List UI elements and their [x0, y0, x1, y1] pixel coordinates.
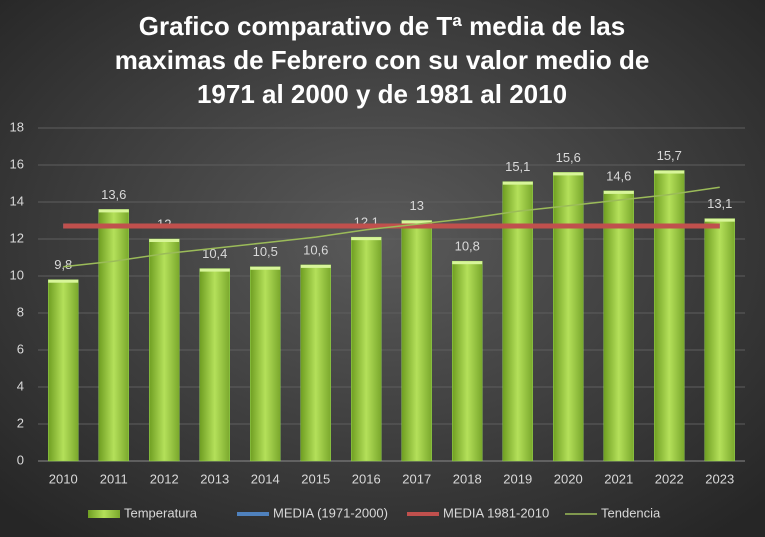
- data-label: 9,8: [54, 257, 72, 272]
- bar: [654, 170, 685, 462]
- bar: [98, 209, 129, 462]
- bar-top: [199, 268, 230, 272]
- bar: [48, 279, 79, 462]
- legend-label: MEDIA 1981-2010: [443, 505, 549, 520]
- chart-title: maximas de Febrero con su valor medio de: [115, 45, 650, 75]
- data-label: 13: [410, 198, 424, 213]
- bar: [300, 264, 331, 462]
- bar-top: [452, 261, 483, 265]
- data-label: 10,4: [202, 246, 227, 261]
- legend-label: Tendencia: [601, 505, 661, 520]
- x-tick-label: 2016: [352, 471, 381, 486]
- bar-top: [48, 279, 79, 283]
- bar: [452, 260, 483, 462]
- bar-top: [654, 170, 685, 174]
- x-tick-label: 2019: [503, 471, 532, 486]
- bar-top: [149, 239, 180, 242]
- bar: [199, 268, 230, 462]
- x-tick-label: 2022: [655, 471, 684, 486]
- x-tick-label: 2020: [554, 471, 583, 486]
- data-label: 15,6: [556, 150, 581, 165]
- bar-top: [502, 181, 533, 185]
- y-tick-label: 0: [17, 452, 24, 467]
- x-tick-label: 2014: [251, 471, 280, 486]
- bar-top: [300, 264, 331, 268]
- data-label: 15,1: [505, 159, 530, 174]
- data-label: 13,6: [101, 187, 126, 202]
- data-label: 15,7: [657, 148, 682, 163]
- legend-swatch: [88, 510, 120, 518]
- x-tick-label: 2013: [200, 471, 229, 486]
- bar-top: [351, 237, 382, 241]
- bar: [704, 218, 735, 462]
- x-tick-label: 2021: [604, 471, 633, 486]
- series-line: [63, 186, 720, 268]
- chart-title: 1971 al 2000 y de 1981 al 2010: [197, 79, 567, 109]
- data-label: 13,1: [707, 196, 732, 211]
- legend-label: MEDIA (1971-2000): [273, 505, 388, 520]
- bar-top: [250, 266, 281, 270]
- x-tick-label: 2017: [402, 471, 431, 486]
- bar: [250, 266, 281, 462]
- bar-top: [704, 218, 735, 222]
- bar-top: [401, 220, 432, 224]
- y-tick-label: 2: [17, 415, 24, 430]
- data-label: 10,6: [303, 242, 328, 257]
- y-tick-label: 12: [10, 230, 24, 245]
- bar-top: [553, 172, 584, 176]
- y-tick-label: 18: [10, 119, 24, 134]
- x-tick-label: 2011: [100, 471, 128, 486]
- legend-label: Temperatura: [124, 505, 198, 520]
- bar: [149, 238, 180, 462]
- bar: [553, 172, 584, 462]
- x-tick-label: 2018: [453, 471, 482, 486]
- y-tick-label: 14: [10, 193, 24, 208]
- x-tick-label: 2010: [49, 471, 78, 486]
- data-label: 10,8: [455, 239, 480, 254]
- chart-title: Grafico comparativo de Tª media de las: [139, 11, 625, 41]
- bar: [401, 220, 432, 462]
- y-tick-label: 8: [17, 304, 24, 319]
- data-label: 10,5: [253, 244, 278, 259]
- x-tick-label: 2012: [150, 471, 179, 486]
- bar: [351, 236, 382, 462]
- y-tick-label: 4: [17, 378, 24, 393]
- x-tick-label: 2023: [705, 471, 734, 486]
- y-tick-label: 10: [10, 267, 24, 282]
- y-tick-label: 16: [10, 156, 24, 171]
- y-tick-label: 6: [17, 341, 24, 356]
- data-label: 14,6: [606, 168, 631, 183]
- bar-top: [603, 190, 634, 194]
- x-tick-label: 2015: [301, 471, 330, 486]
- bar: [603, 190, 634, 462]
- bar-top: [98, 209, 129, 213]
